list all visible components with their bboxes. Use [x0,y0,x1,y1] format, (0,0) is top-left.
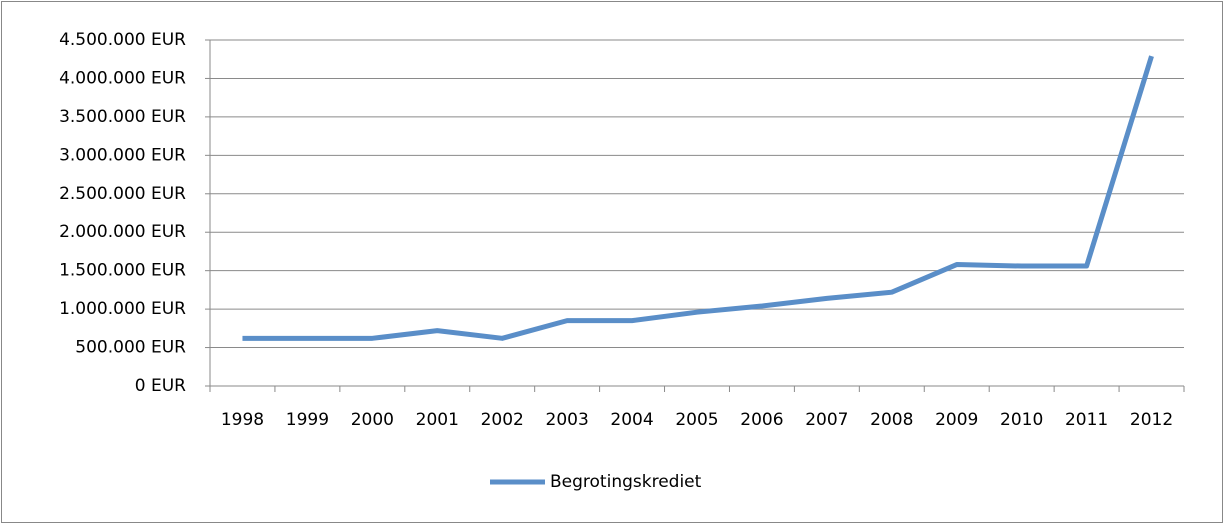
y-tick-label: 2.000.000 EUR [59,222,186,242]
x-tick-label: 2010 [1000,410,1043,430]
y-tick-label: 0 EUR [135,376,186,396]
y-tick-label: 3.500.000 EUR [59,107,186,127]
y-tick-label: 4.500.000 EUR [59,30,186,50]
x-tick-label: 2005 [675,410,718,430]
x-tick-label: 2001 [416,410,459,430]
y-tick-label: 3.000.000 EUR [59,145,186,165]
legend-label: Begrotingskrediet [550,472,702,492]
x-tick-label: 1998 [221,410,264,430]
x-tick-label: 2007 [805,410,848,430]
y-tick-label: 1.500.000 EUR [59,261,186,281]
y-tick-label: 2.500.000 EUR [59,184,186,204]
series-line [242,55,1154,341]
x-tick-label: 2002 [481,410,524,430]
x-tick-label: 1999 [286,410,329,430]
x-tick-label: 2008 [870,410,913,430]
x-tick-label: 2003 [546,410,589,430]
x-tick-label: 2000 [351,410,394,430]
x-tick-label: 2006 [740,410,783,430]
y-tick-label: 4.000.000 EUR [59,68,186,88]
x-tick-label: 2011 [1065,410,1108,430]
x-tick-label: 2004 [610,410,653,430]
x-tick-label: 2009 [935,410,978,430]
x-tick-label: 2012 [1130,410,1173,430]
y-tick-label: 500.000 EUR [75,338,186,358]
y-tick-label: 1.000.000 EUR [59,299,186,319]
